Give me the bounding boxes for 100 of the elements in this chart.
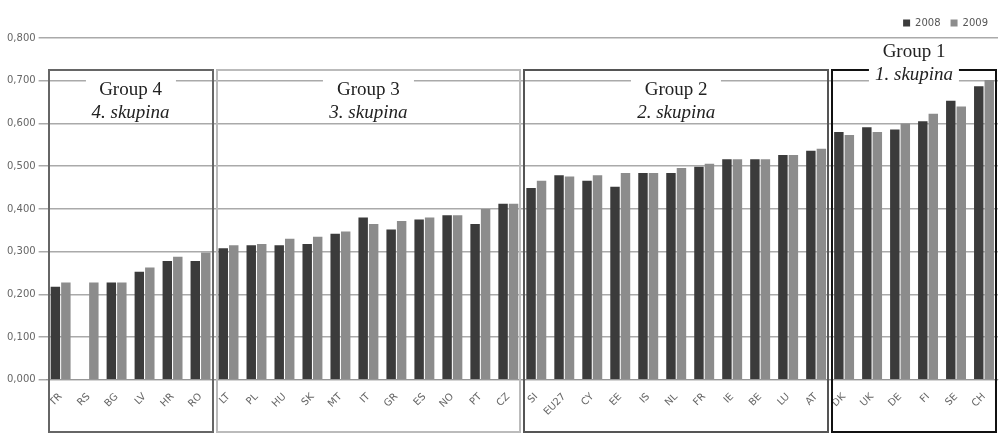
bar bbox=[89, 282, 99, 380]
bar bbox=[257, 243, 267, 380]
x-tick-label: CY bbox=[578, 389, 597, 408]
y-tick-label: 0,000 bbox=[6, 373, 36, 385]
bar bbox=[480, 208, 491, 380]
x-tick-label: BG bbox=[101, 390, 120, 409]
x-tick-label: MT bbox=[325, 389, 345, 409]
bar bbox=[302, 243, 312, 380]
annotation: Group 4 bbox=[98, 76, 163, 100]
bar bbox=[806, 150, 816, 380]
bar bbox=[536, 180, 547, 380]
bar bbox=[638, 173, 648, 380]
x-tick-label: RO bbox=[185, 390, 204, 409]
bar bbox=[106, 282, 117, 380]
x-tick-label: SK bbox=[298, 390, 317, 408]
bar bbox=[229, 245, 239, 380]
y-tick-label: 0,800 bbox=[6, 31, 36, 43]
x-tick-label: BE bbox=[746, 390, 764, 408]
y-tick-label: 0,500 bbox=[6, 159, 36, 171]
bar bbox=[722, 159, 732, 380]
x-tick-label: FI bbox=[917, 390, 932, 405]
bar bbox=[788, 155, 799, 380]
bar bbox=[330, 233, 340, 380]
x-tick-label: PL bbox=[243, 390, 261, 407]
annotation: 1. skupina bbox=[874, 61, 954, 85]
x-tick-label: SE bbox=[942, 390, 960, 408]
bar bbox=[918, 121, 928, 380]
bar bbox=[816, 148, 827, 380]
bar bbox=[750, 159, 760, 380]
bar bbox=[666, 173, 676, 380]
bar bbox=[890, 129, 900, 380]
legend-label: 2009 bbox=[962, 16, 988, 28]
y-tick-label: 0,600 bbox=[6, 117, 36, 129]
bar bbox=[396, 220, 407, 380]
x-tick-label: AT bbox=[802, 389, 820, 407]
bar bbox=[145, 267, 155, 380]
x-tick-label: FR bbox=[690, 390, 708, 408]
bar bbox=[956, 106, 966, 380]
bar bbox=[834, 132, 844, 380]
bar bbox=[620, 173, 631, 380]
bar bbox=[218, 248, 228, 380]
bar bbox=[498, 203, 508, 380]
x-tick-label: SI bbox=[525, 390, 540, 405]
bar bbox=[694, 166, 704, 380]
bar bbox=[274, 245, 284, 380]
x-tick-label: LT bbox=[216, 389, 233, 406]
bar bbox=[162, 261, 173, 380]
bar bbox=[508, 203, 519, 380]
y-tick-label: 0,300 bbox=[6, 245, 36, 257]
annotation: Group 3 bbox=[336, 76, 401, 100]
bar bbox=[50, 286, 61, 380]
x-tick-label: IS bbox=[637, 390, 652, 405]
bar bbox=[676, 167, 687, 380]
bar bbox=[946, 100, 956, 380]
y-tick-label: 0,200 bbox=[6, 288, 36, 299]
x-tick-label: EE bbox=[606, 390, 624, 408]
bar bbox=[564, 176, 575, 380]
annotation: Group 2 bbox=[643, 76, 709, 100]
y-tick-label: 0,400 bbox=[6, 202, 36, 214]
bar bbox=[452, 215, 463, 380]
bar bbox=[732, 159, 743, 380]
bar bbox=[610, 186, 620, 380]
bar bbox=[246, 245, 256, 380]
x-tick-label: UK bbox=[857, 390, 876, 409]
x-tick-label: NL bbox=[662, 390, 680, 408]
bar bbox=[442, 215, 452, 380]
bar bbox=[358, 217, 368, 380]
x-tick-label: CZ bbox=[494, 390, 512, 409]
x-tick-label: RS bbox=[74, 390, 92, 408]
bar bbox=[368, 223, 379, 380]
annotation: Group 1 bbox=[881, 38, 947, 62]
bar bbox=[526, 188, 536, 380]
x-tick-label: IE bbox=[721, 390, 736, 405]
bar bbox=[704, 163, 715, 380]
x-tick-label: NO bbox=[436, 390, 456, 410]
bar bbox=[778, 155, 788, 380]
bar bbox=[414, 219, 424, 380]
bar bbox=[312, 236, 323, 380]
bar bbox=[984, 79, 994, 380]
x-tick-label: HU bbox=[269, 390, 288, 409]
y-tick-label: 0,100 bbox=[6, 330, 36, 342]
legend-label: 2008 bbox=[915, 16, 941, 28]
bar bbox=[928, 113, 939, 380]
bar bbox=[648, 173, 659, 380]
x-tick-label: GR bbox=[381, 390, 400, 409]
bar bbox=[974, 86, 984, 380]
bar bbox=[554, 175, 564, 380]
bar bbox=[386, 229, 396, 380]
annotation: 4. skupina bbox=[91, 99, 170, 123]
bar bbox=[340, 231, 351, 380]
x-tick-label: ES bbox=[410, 390, 428, 408]
annotation: 2. skupina bbox=[637, 99, 716, 123]
bar bbox=[872, 132, 883, 380]
bar bbox=[760, 159, 771, 380]
bar bbox=[582, 180, 592, 380]
x-tick-label: LV bbox=[132, 390, 148, 407]
x-tick-label: LU bbox=[774, 390, 792, 408]
bar bbox=[173, 256, 183, 380]
bar bbox=[285, 238, 295, 380]
bar bbox=[424, 217, 435, 380]
